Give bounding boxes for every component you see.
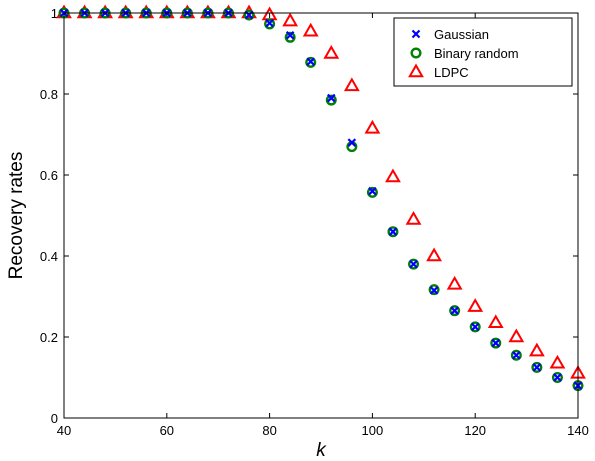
gaussian-point (327, 93, 336, 103)
ldpc-point (302, 22, 319, 37)
ldpc-point (426, 247, 442, 262)
ldpc-point (487, 314, 504, 329)
ldpc-point (528, 342, 545, 357)
gaussian-point (553, 373, 562, 382)
ldpc-point (364, 119, 381, 134)
gaussian-point (429, 286, 439, 295)
x-tick-label: 80 (262, 423, 276, 438)
binary-random-point (490, 337, 502, 349)
legend-marker-ldpc (408, 63, 424, 78)
legend-marker-gaussian (411, 29, 421, 39)
y-tick-label: 1 (51, 6, 58, 21)
axes-box (63, 12, 579, 419)
gaussian-point (265, 18, 274, 28)
x-tick-label: 60 (160, 423, 174, 438)
binary-random-point (531, 361, 543, 373)
binary-random-point (449, 305, 461, 317)
ldpc-point (446, 275, 463, 290)
legend: Gaussian Binary random LDPC (393, 17, 573, 87)
binary-random-point (387, 226, 399, 238)
ldpc-point (323, 44, 340, 59)
ldpc-point (385, 168, 401, 183)
gaussian-point (388, 227, 398, 236)
ldpc-point (405, 211, 422, 225)
ldpc-point (549, 354, 566, 369)
ldpc-point (508, 328, 525, 343)
y-tick-label: 0 (51, 411, 58, 426)
y-tick-label: 0.8 (40, 87, 58, 102)
binary-random-point (408, 258, 420, 270)
gaussian-point (285, 30, 295, 40)
gaussian-point (470, 322, 480, 332)
x-tick-label: 40 (57, 423, 71, 438)
x-tick-label: 140 (567, 423, 589, 438)
binary-random-point (551, 372, 563, 384)
x-tick-label: 100 (362, 423, 384, 438)
gaussian-point (450, 306, 459, 315)
y-tick-label: 0.4 (40, 249, 58, 264)
legend-label: Gaussian (434, 27, 489, 42)
axes-frame (63, 12, 579, 419)
y-tick-label: 0.2 (40, 330, 58, 345)
gaussian-point (347, 138, 357, 147)
ldpc-point (282, 12, 299, 27)
binary-random-point (243, 9, 255, 21)
gaussian-point (409, 259, 418, 269)
binary-random-point (305, 56, 317, 68)
ldpc-point (467, 298, 484, 312)
binary-random-point (264, 18, 276, 30)
binary-random-point (284, 31, 296, 43)
gaussian-point (491, 338, 501, 348)
binary-random-point (469, 321, 481, 333)
y-tick-label: 0.6 (40, 168, 58, 183)
gaussian-point (512, 350, 521, 360)
legend-box (393, 17, 573, 87)
gaussian-point (368, 186, 377, 196)
ldpc-point (343, 77, 360, 92)
binary-random-point (510, 349, 522, 361)
legend-label: LDPC (434, 65, 469, 80)
x-tick-label: 120 (464, 423, 486, 438)
binary-random-point (428, 284, 440, 296)
legend-marker-binary-random (410, 47, 422, 59)
gaussian-point (532, 363, 542, 372)
x-axis-label: k (316, 440, 327, 461)
axis-ticks: 40 60 80 100 120 140 0 0.2 0.4 0.6 0.8 1 (40, 6, 589, 438)
legend-label: Binary random (434, 46, 519, 61)
gaussian-point (306, 57, 315, 66)
binary-random-point (325, 94, 337, 106)
y-axis-label: Recovery rates (6, 152, 27, 280)
binary-random-point (366, 186, 378, 198)
